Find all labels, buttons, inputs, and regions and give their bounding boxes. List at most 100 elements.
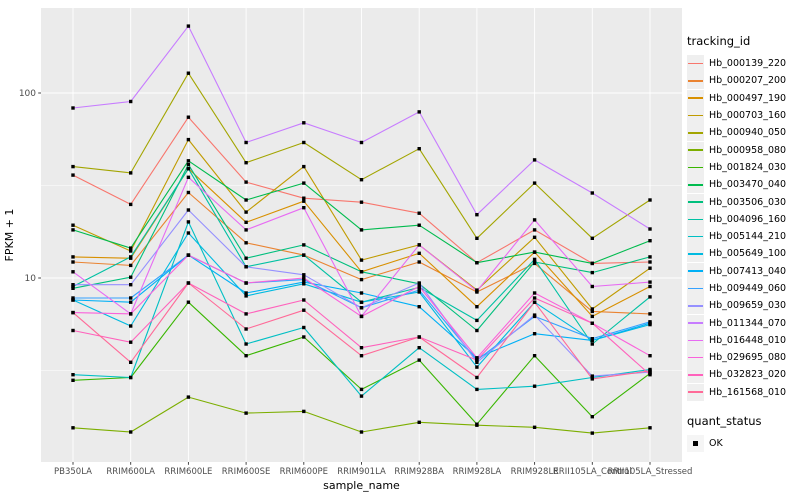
data-point <box>532 228 537 232</box>
data-point <box>244 256 248 260</box>
data-point <box>648 198 652 202</box>
x-tick-label: RRIM928LE <box>511 467 559 477</box>
data-point <box>532 425 537 429</box>
data-point <box>648 426 652 430</box>
legend-panel: tracking_id Hb_000139_220 Hb_000207_200 Hb… <box>687 34 799 453</box>
legend-item-label: Hb_000940_050 <box>709 127 787 139</box>
legend-title-tracking-id: tracking_id <box>687 34 751 48</box>
legend-key-line <box>688 287 703 290</box>
data-point <box>417 243 421 247</box>
data-point <box>359 270 364 274</box>
legend-key-swatch <box>687 89 704 107</box>
data-point <box>590 236 594 240</box>
legend-key-swatch <box>687 158 704 176</box>
x-tick-label: RRIM928BA <box>394 467 444 477</box>
data-point <box>417 260 421 264</box>
data-point <box>359 354 364 358</box>
legend-key-swatch <box>687 435 704 453</box>
data-point <box>417 420 421 424</box>
data-point <box>590 342 594 346</box>
data-point <box>302 199 306 203</box>
legend-key-line <box>688 356 703 359</box>
legend-item-label: Hb_000703_160 <box>709 110 787 122</box>
data-point <box>359 430 364 434</box>
data-point <box>302 206 306 210</box>
data-point <box>532 181 537 185</box>
legend-key-line <box>688 62 703 65</box>
data-point <box>648 320 652 324</box>
data-point <box>648 284 652 289</box>
legend-item-label: Hb_016448_010 <box>709 334 787 346</box>
legend-key-swatch <box>687 314 704 332</box>
data-point <box>71 106 75 110</box>
data-point <box>302 140 306 145</box>
x-tick-label: RRIM600PE <box>280 467 328 477</box>
data-point <box>359 140 364 145</box>
legend-key-swatch <box>687 383 704 401</box>
legend-item-label: Hb_000139_220 <box>709 58 787 70</box>
legend-item-Hb_005649_100: Hb_005649_100 <box>687 245 799 263</box>
legend-key-swatch <box>687 176 704 194</box>
data-point <box>129 430 133 434</box>
data-point <box>71 284 75 289</box>
legend-key-line <box>688 253 703 255</box>
data-point <box>129 249 133 253</box>
quant-status-legend-items: OK <box>687 435 799 453</box>
data-point <box>359 314 364 319</box>
data-point <box>71 328 75 333</box>
legend-key-swatch <box>687 55 704 73</box>
data-point <box>244 354 248 358</box>
legend-key-swatch <box>687 210 704 228</box>
data-point <box>532 296 537 300</box>
legend-item-Hb_000497_190: Hb_000497_190 <box>687 89 799 107</box>
data-point <box>359 258 364 262</box>
legend-item-Hb_032823_020: Hb_032823_020 <box>687 366 799 384</box>
data-point <box>302 308 306 312</box>
data-point <box>302 273 306 277</box>
legend-item-Hb_007413_040: Hb_007413_040 <box>687 262 799 280</box>
legend-key-line <box>688 391 703 394</box>
data-point <box>71 378 75 382</box>
x-tick-label: RRIM600LA <box>106 467 155 477</box>
data-point <box>359 306 364 310</box>
x-tick-label: RRII105LA_Control <box>553 467 632 477</box>
data-point <box>532 291 537 295</box>
legend-item-Hb_009659_030: Hb_009659_030 <box>687 297 799 315</box>
data-point <box>590 191 594 195</box>
data-point <box>417 281 421 285</box>
data-point <box>186 231 191 235</box>
data-point <box>648 260 652 264</box>
data-point <box>475 261 479 265</box>
data-point <box>129 340 133 344</box>
legend-key-line <box>688 304 703 307</box>
data-point <box>475 289 479 293</box>
data-point <box>129 300 133 304</box>
data-point <box>71 296 75 300</box>
legend-item-label: Hb_009449_060 <box>709 283 787 294</box>
data-point <box>244 312 248 316</box>
legend-item-label: Hb_004096_160 <box>709 213 787 225</box>
legend-title-quant-status: quant_status <box>687 413 762 428</box>
data-point <box>648 255 652 259</box>
legend-item-Hb_009449_060: Hb_009449_060 <box>687 280 799 297</box>
data-point <box>302 196 306 200</box>
data-point <box>475 328 479 333</box>
legend-key-swatch <box>687 349 704 367</box>
tracking-id-legend-items: Hb_000139_220 Hb_000207_200 Hb_000497_190 H… <box>687 55 799 401</box>
y-tick-label: 100 <box>19 89 36 99</box>
legend-key-line <box>688 183 703 186</box>
data-point <box>359 387 364 392</box>
data-point <box>590 374 594 378</box>
data-point <box>417 223 421 227</box>
data-point <box>71 223 75 227</box>
data-point <box>590 261 594 266</box>
data-point <box>129 171 133 175</box>
legend-key-line <box>688 149 703 151</box>
data-point <box>648 354 652 358</box>
legend-item-Hb_011344_070: Hb_011344_070 <box>687 314 799 332</box>
data-point <box>71 228 75 232</box>
data-point <box>417 110 421 114</box>
data-point <box>186 167 191 171</box>
data-point <box>417 305 421 309</box>
